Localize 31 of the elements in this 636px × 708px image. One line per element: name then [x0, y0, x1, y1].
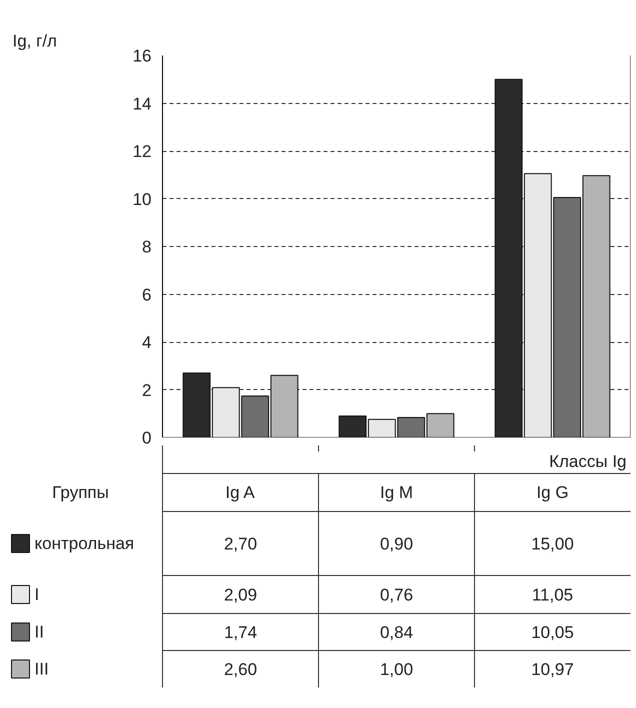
data-label: 2,09: [224, 586, 258, 604]
data-label: 2,60: [224, 660, 258, 679]
data-label: 10,97: [531, 660, 574, 679]
y-tick-label: 6: [142, 285, 152, 304]
y-tick-label: 12: [132, 142, 152, 161]
data-label: 11,05: [532, 586, 574, 604]
y-tick-label: 2: [142, 380, 152, 400]
data-label: 10,05: [531, 623, 574, 642]
legend-label: контрольная: [34, 534, 134, 553]
y-tick-label: 10: [132, 190, 152, 209]
x-tick-label: Ig G: [536, 483, 569, 502]
y-tick-label: 8: [142, 238, 152, 256]
data-label: 2,70: [224, 534, 258, 554]
x-tick-label: Ig A: [225, 483, 256, 502]
data-label: 1,00: [380, 660, 414, 679]
x-tick-label: Ig M: [380, 483, 414, 502]
y-tick-label: 14: [132, 94, 152, 114]
legend-label: II: [34, 622, 44, 642]
data-label: 1,74: [224, 623, 258, 642]
data-label: 15,00: [531, 534, 574, 554]
legend-label: I: [34, 585, 40, 604]
y-axis-title: Ig, г/л: [12, 32, 57, 50]
y-tick-label: 4: [142, 333, 152, 352]
legend-title: Группы: [52, 483, 109, 502]
x-axis-title: Классы Ig: [549, 452, 627, 471]
data-label: 0,84: [380, 623, 414, 642]
y-tick-label: 16: [132, 46, 152, 66]
data-label: 0,76: [380, 586, 414, 604]
legend-label: III: [34, 660, 49, 678]
y-tick-label: 0: [142, 428, 152, 448]
data-label: 0,90: [380, 534, 414, 554]
